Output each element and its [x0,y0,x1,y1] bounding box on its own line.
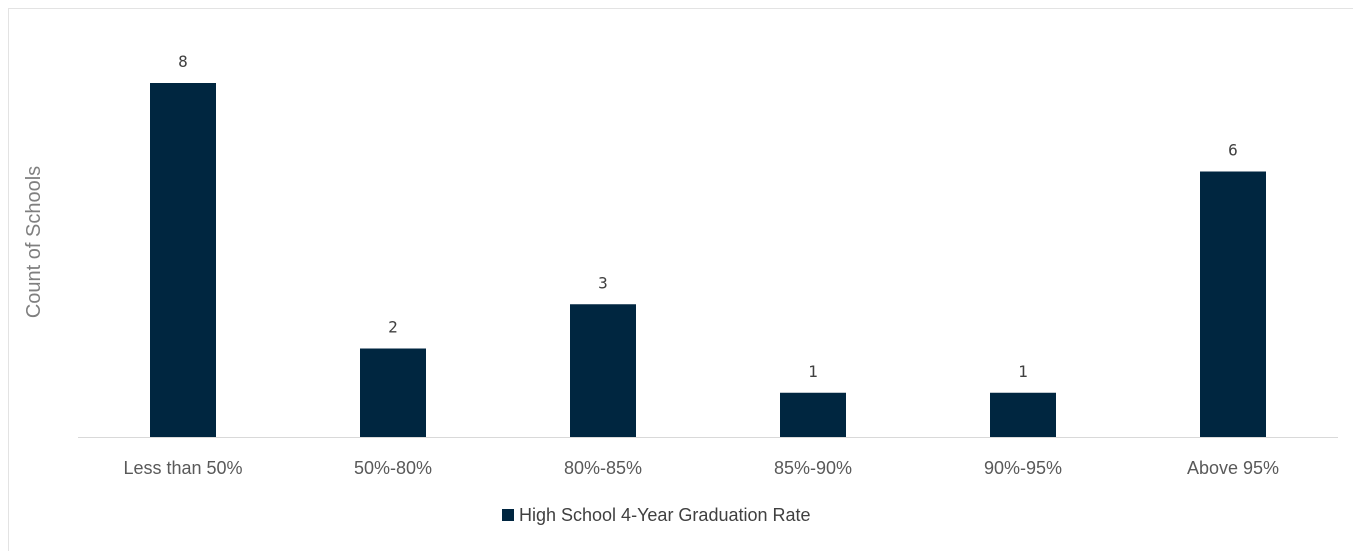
x-tick-label-2: 80%-85% [564,458,642,478]
bar-2 [570,304,636,437]
data-label-3: 1 [808,362,818,381]
x-tick-label-1: 50%-80% [354,458,432,478]
bar-1 [360,348,426,437]
legend-swatch [502,509,514,521]
x-tick-label-0: Less than 50% [123,458,242,478]
bar-3 [780,392,846,437]
x-tick-labels-group: Less than 50% 50%-80% 80%-85% 85%-90% 90%-95… [123,458,1279,478]
x-tick-label-3: 85%-90% [774,458,852,478]
bar-4 [990,392,1056,437]
y-axis-title: Count of Schools [23,166,45,318]
x-tick-label-5: Above 95% [1187,458,1279,478]
legend: High School 4-Year Graduation Rate [502,505,811,525]
chart-frame [8,8,1353,551]
data-labels-group: 8 2 3 1 1 6 [178,52,1238,381]
x-tick-label-4: 90%-95% [984,458,1062,478]
data-label-2: 3 [598,273,608,292]
data-label-0: 8 [178,52,188,71]
data-label-4: 1 [1018,362,1028,381]
bars-group [150,83,1266,437]
bar-5 [1200,171,1266,437]
data-label-1: 2 [388,318,398,337]
bar-0 [150,83,216,437]
data-label-5: 6 [1228,141,1238,160]
legend-label: High School 4-Year Graduation Rate [519,505,811,525]
